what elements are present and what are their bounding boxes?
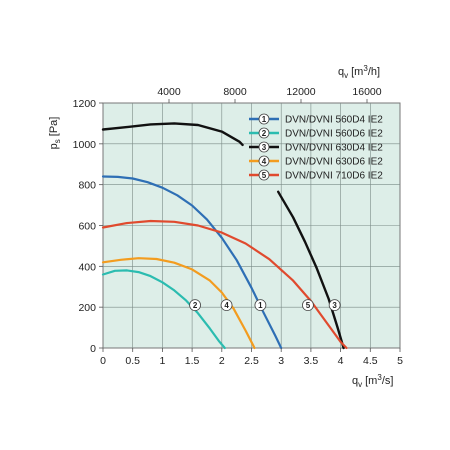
legend-item-1: 1 DVN/DVNI 560D4 IE2 [249,113,383,126]
curve-marker-label: 4 [224,301,229,310]
y-tick-label: 1000 [73,139,97,151]
curve-marker-label: 5 [306,301,311,310]
legend-marker-label: 1 [262,115,267,124]
x-tick-label: 1.5 [185,355,200,367]
x2-tick-label: 12000 [286,86,315,98]
legend-label: DVN/DVNI 630D6 IE2 [285,157,383,168]
series-line-2 [101,269,226,350]
y-tick-label: 800 [78,180,96,192]
x-tick-label: 5 [397,355,403,367]
x-axis-label-unit-post: /s] [382,375,394,387]
y-axis-label-main: p [48,143,60,149]
y-axis-label: ps [Pa] [48,117,62,150]
x2-axis-label-sub: v [344,71,348,80]
y-tick-label: 600 [78,221,96,233]
legend-label: DVN/DVNI 710D6 IE2 [285,171,383,182]
legend-marker-circle [258,127,270,139]
x-tick-label: 2.5 [244,355,259,367]
y-tick-label: 0 [90,343,96,355]
curve-marker-label: 2 [193,301,198,310]
x-axis-label-main: q [352,375,358,387]
x2-axis-label-main: q [338,66,344,78]
x-axis-label-unit-sup: 3 [377,373,382,382]
curve-marker-4: 4 [220,299,233,312]
legend-item-2: 2 DVN/DVNI 560D6 IE2 [249,127,383,140]
curve-marker-5: 5 [302,299,314,312]
curve-marker-label: 3 [332,301,337,310]
series-layer [101,122,348,350]
legend-label: DVN/DVNI 560D4 IE2 [285,115,383,126]
x-axis-label-sub: v [358,380,362,389]
x2-tick-label: 8000 [223,86,247,98]
legend-item-3: 3 DVN/DVNI 630D4 IE2 [249,141,383,154]
x-tick-label: 0.5 [125,355,140,367]
x2-axis-label-unit-post: /h] [368,66,380,78]
curve-marker-3: 3 [328,299,341,312]
x-tick-label: 3 [278,355,284,367]
curve-marker-circle [220,299,233,312]
curve-marker-1: 1 [254,299,267,312]
x-axis-label-unit-pre: [m [365,375,377,387]
legend-label: DVN/DVNI 630D4 IE2 [285,143,383,154]
x-tick-label: 3.5 [304,355,319,367]
legend-marker-label: 2 [262,129,267,138]
legend-item-4: 4 DVN/DVNI 630D6 IE2 [249,155,383,168]
curve-marker-circle [189,299,201,312]
x2-axis-label: qv [m3/h] [338,64,380,80]
y-axis-label-sub: s [53,139,62,143]
curve-markers: 1 2 3 4 5 [189,299,341,312]
x2-tick-label: 16000 [352,86,381,98]
series-line-5 [101,219,348,350]
x2-axis-label-unit-sup: 3 [363,64,368,73]
x-tick-label: 4.5 [363,355,378,367]
legend-marker-label: 5 [262,171,267,180]
legend-label: DVN/DVNI 560D6 IE2 [285,129,383,140]
legend-marker-circle [258,141,270,153]
y-tick-label: 400 [78,261,96,273]
curve-marker-circle [328,299,341,312]
x-tick-label: 0 [100,355,106,367]
series-line-3 [101,122,244,147]
curve-marker-label: 1 [258,301,263,310]
legend-marker-circle [258,169,270,181]
legend-marker-circle [258,113,270,125]
legend-marker-circle [258,155,270,167]
series-line-4 [101,257,256,350]
x-axis-label: qv [m3/s] [352,373,393,389]
legend-item-5: 5 DVN/DVNI 710D6 IE2 [249,169,383,182]
series-line-3 [277,190,345,350]
y-tick-label: 200 [78,302,96,314]
x2-axis-label-unit-pre: [m [351,66,363,78]
legend-marker-label: 4 [262,157,267,166]
y-axis-label-unit: [Pa] [48,117,60,137]
tick-labels: 0 0.5 1 1.5 2 2.5 3 3.5 4 4.5 50200400600800100012… [73,86,403,367]
legend-marker-label: 3 [262,143,267,152]
x-tick-label: 1 [159,355,165,367]
curve-marker-circle [302,299,314,312]
x-tick-label: 4 [338,355,344,367]
x-tick-label: 2 [219,355,225,367]
legend: 1 DVN/DVNI 560D4 IE2 2 DVN/DVNI 560D6 IE2 3 D… [249,113,383,182]
curve-marker-2: 2 [189,299,201,312]
y-tick-label: 1200 [73,98,97,110]
curve-marker-circle [254,299,267,312]
x2-tick-label: 4000 [157,86,181,98]
